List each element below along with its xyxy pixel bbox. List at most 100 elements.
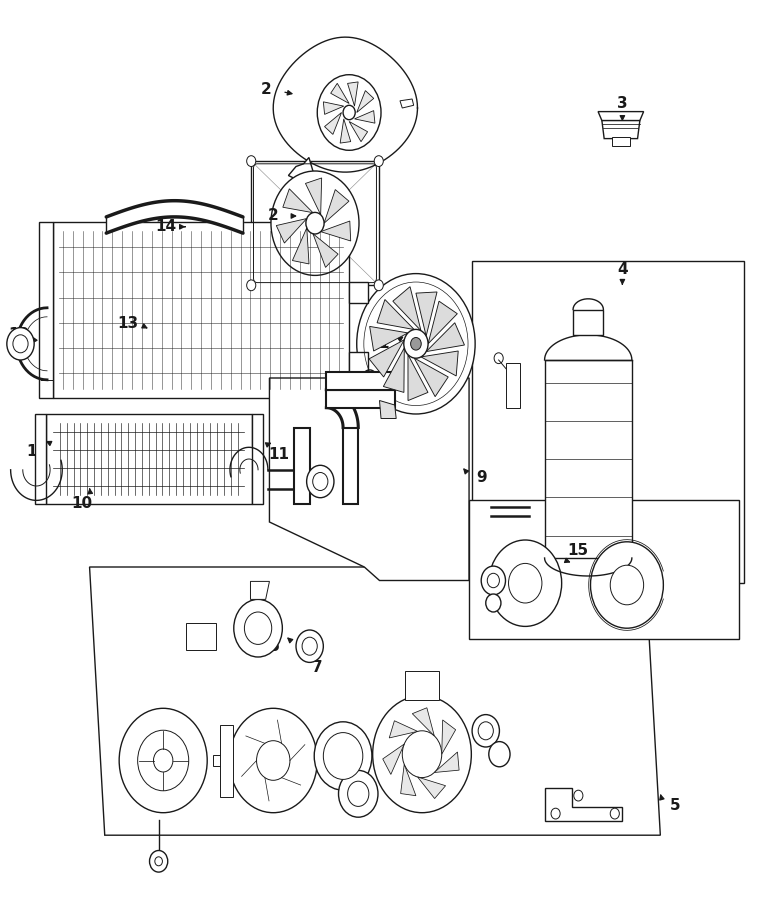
Polygon shape [11,460,62,500]
Polygon shape [400,99,414,108]
Circle shape [574,790,583,801]
Circle shape [402,731,442,778]
Polygon shape [313,234,338,267]
Polygon shape [348,82,358,106]
Text: 13: 13 [117,317,138,331]
Polygon shape [323,102,344,114]
Text: 12: 12 [8,328,30,342]
Bar [612,137,630,146]
Circle shape [509,563,542,603]
Bar [294,428,310,504]
Polygon shape [331,84,349,104]
Text: 8: 8 [374,391,385,405]
Text: 4: 4 [617,263,628,277]
Polygon shape [412,707,434,736]
Polygon shape [354,111,375,123]
Bar [545,360,631,558]
Polygon shape [421,351,458,376]
Text: 10: 10 [71,497,93,511]
Polygon shape [340,119,351,143]
Polygon shape [292,228,309,264]
Polygon shape [288,158,313,182]
Circle shape [271,171,359,275]
Polygon shape [273,37,417,172]
Polygon shape [283,189,313,212]
Bar [349,352,368,374]
Circle shape [247,280,256,291]
Polygon shape [602,121,640,139]
Circle shape [7,328,34,360]
Circle shape [551,808,560,819]
Circle shape [339,770,378,817]
Polygon shape [377,300,414,329]
Circle shape [357,274,475,414]
Circle shape [489,540,562,626]
Circle shape [119,708,207,813]
Polygon shape [417,777,446,798]
Text: 7: 7 [312,661,323,675]
Polygon shape [320,221,351,241]
Circle shape [323,733,363,779]
Bar [472,261,744,583]
Polygon shape [408,355,428,400]
Circle shape [610,565,644,605]
Polygon shape [230,447,268,477]
Polygon shape [276,219,307,243]
Bar [469,500,739,639]
Text: 3: 3 [617,96,628,111]
Polygon shape [90,567,660,835]
Polygon shape [434,752,459,772]
Circle shape [296,630,323,662]
Circle shape [234,599,282,657]
Polygon shape [269,378,469,580]
Polygon shape [383,348,405,392]
Polygon shape [349,122,367,141]
Bar [213,755,259,766]
Text: 14: 14 [155,220,176,234]
Polygon shape [383,744,405,774]
Polygon shape [442,720,455,754]
Polygon shape [220,724,233,796]
Bar [349,282,368,303]
Circle shape [314,722,372,790]
Bar [343,428,358,504]
Text: 5: 5 [670,798,681,813]
Circle shape [610,808,619,819]
Bar [252,414,263,504]
Polygon shape [428,302,458,344]
Circle shape [150,850,168,872]
Bar [186,623,216,650]
Text: 11: 11 [269,447,290,462]
Circle shape [374,280,383,291]
Circle shape [404,329,428,358]
Circle shape [411,338,421,350]
Circle shape [343,105,355,120]
Bar [35,414,46,504]
Bar [506,363,520,408]
Circle shape [317,75,381,150]
Polygon shape [393,287,421,330]
Polygon shape [545,788,622,821]
Text: 2: 2 [260,83,271,97]
Polygon shape [389,721,417,738]
Circle shape [374,156,383,166]
Text: 15: 15 [568,544,589,558]
Circle shape [591,542,663,628]
Text: 2: 2 [268,209,279,223]
Text: 11: 11 [26,445,47,459]
Bar [573,310,603,335]
Circle shape [373,696,471,813]
Polygon shape [380,400,396,418]
Circle shape [472,715,499,747]
Text: 6: 6 [269,639,280,653]
Polygon shape [324,190,349,223]
Circle shape [306,212,324,234]
Polygon shape [426,323,465,352]
Bar [39,222,53,398]
Circle shape [247,156,256,166]
Polygon shape [370,327,408,351]
Circle shape [486,594,501,612]
Bar [46,414,252,504]
Circle shape [257,741,290,780]
Text: 9: 9 [477,470,487,484]
